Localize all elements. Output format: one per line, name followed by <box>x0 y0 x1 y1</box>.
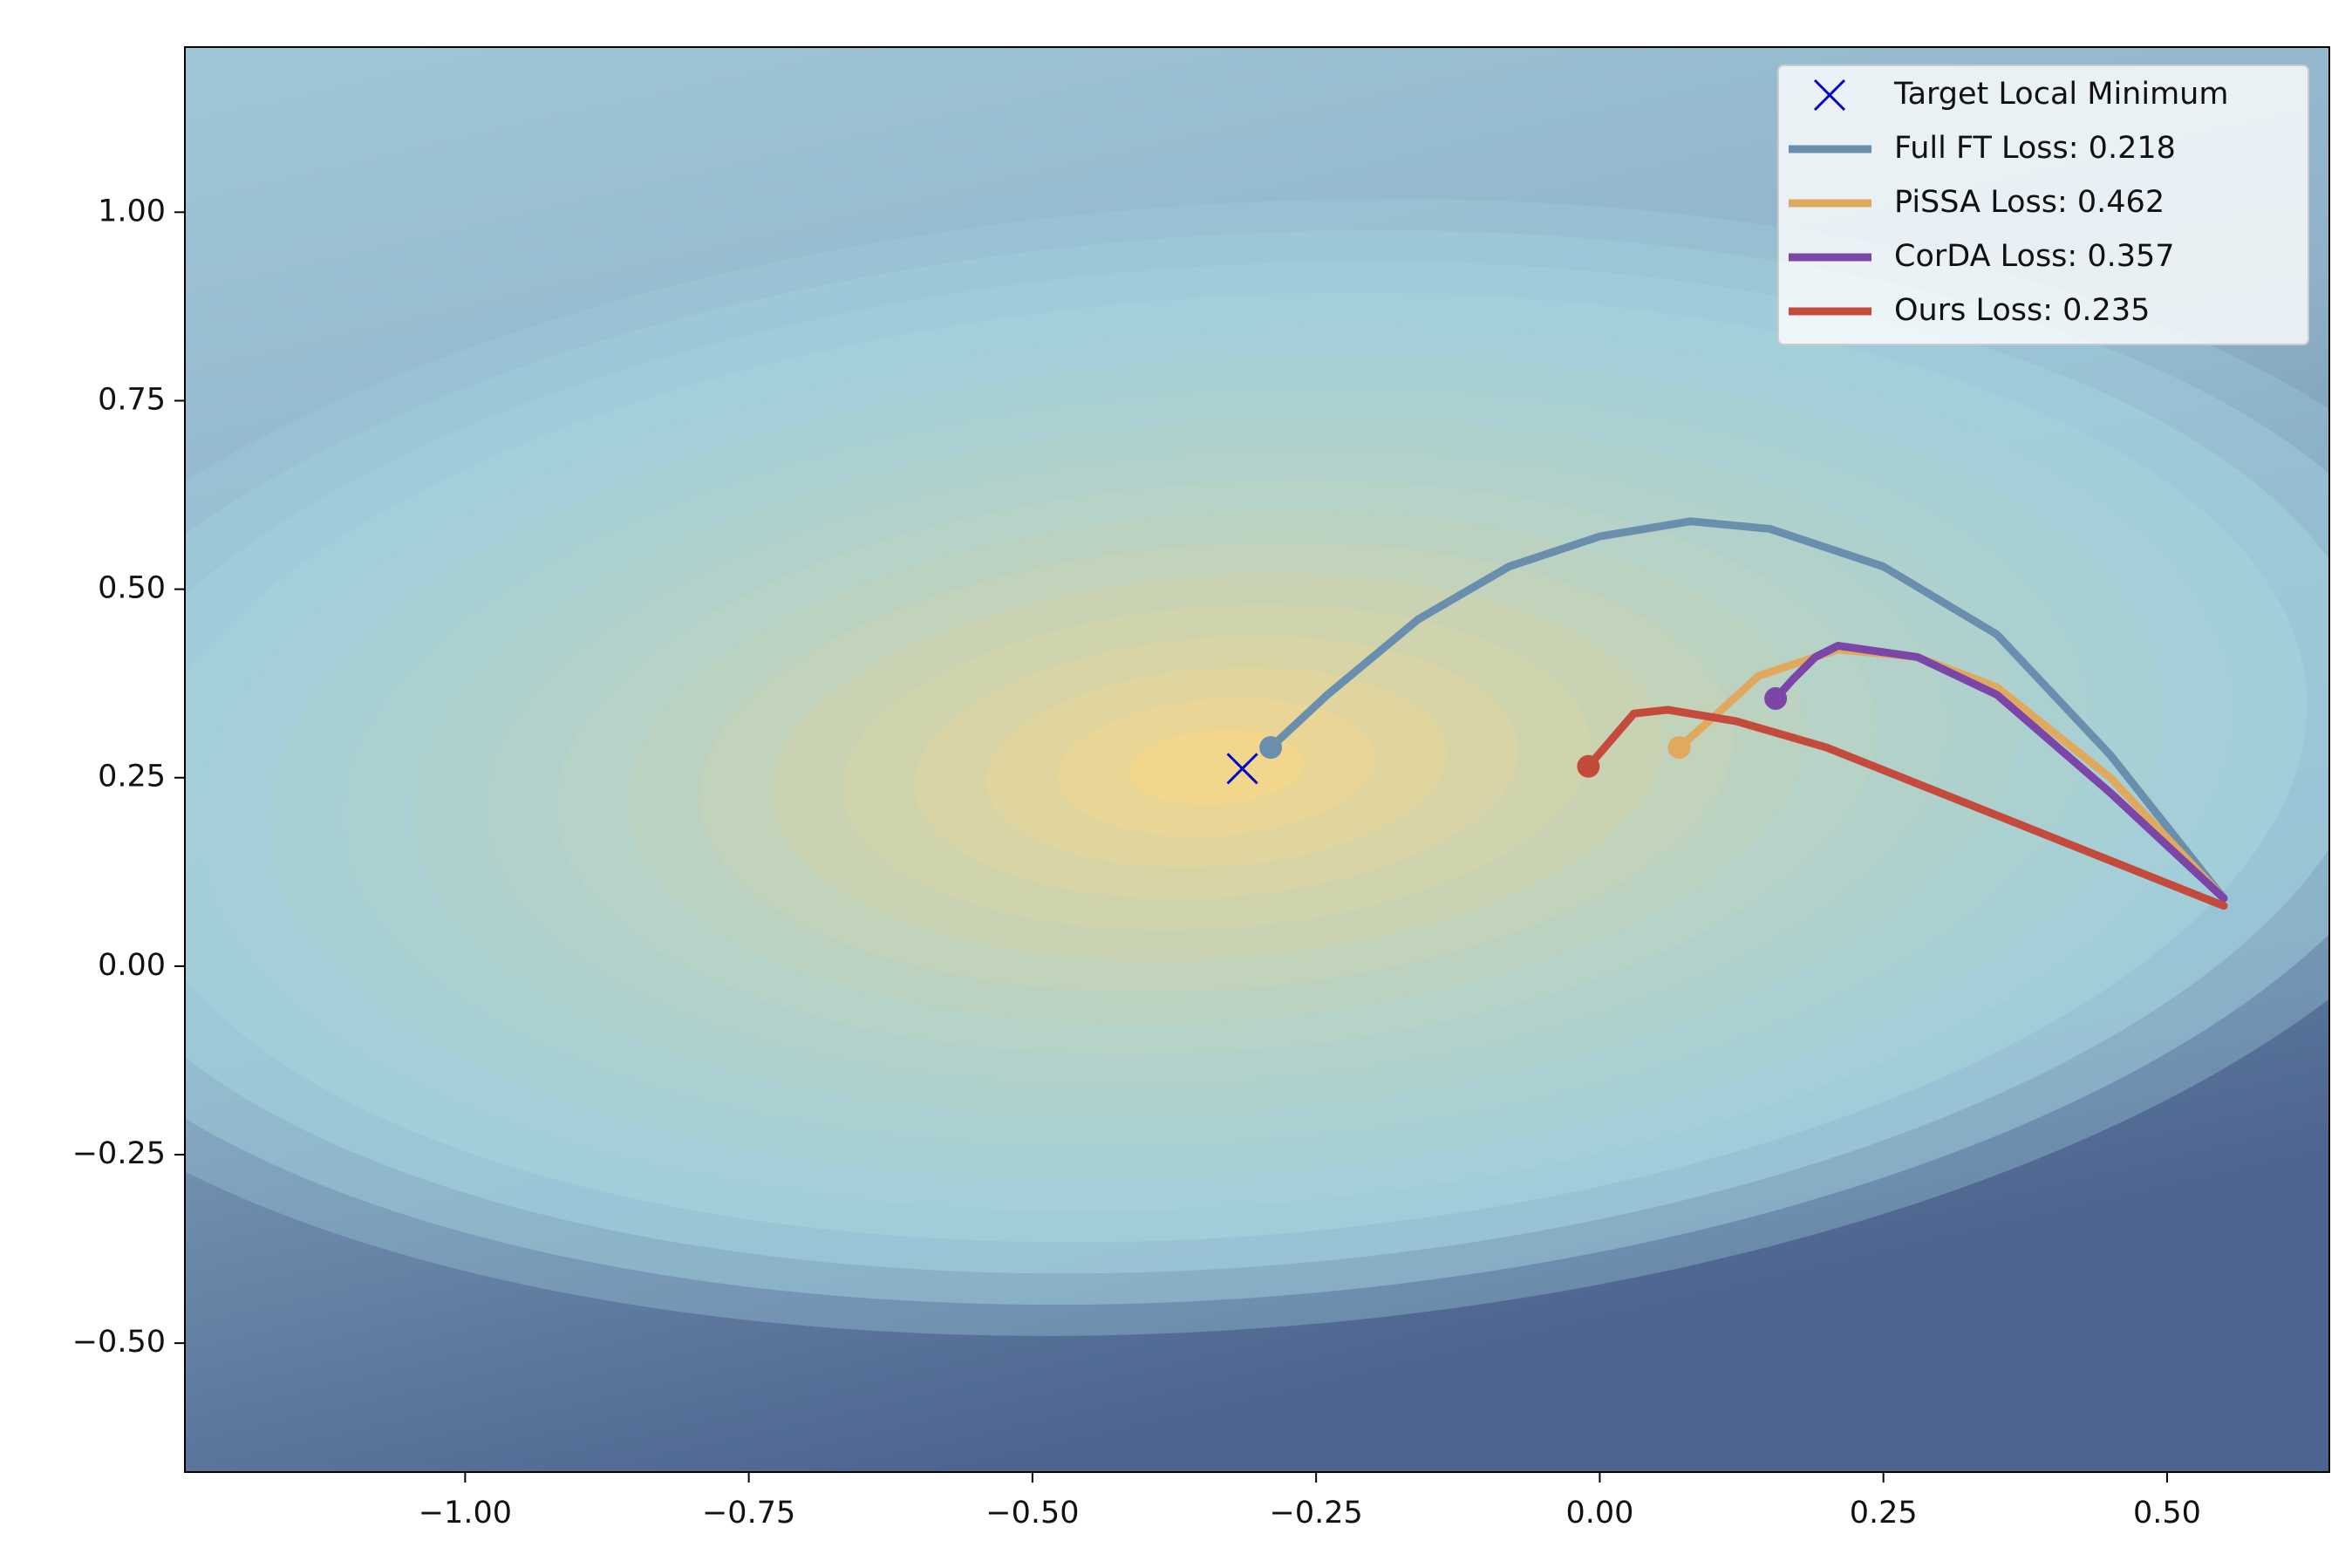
y-tick-label: 0.25 <box>98 760 166 794</box>
end-point <box>1667 736 1691 760</box>
y-tick-label: 0.00 <box>98 948 166 983</box>
x-tick-label: −0.25 <box>1270 1496 1363 1531</box>
plot-frame <box>184 46 2330 1473</box>
legend-label: Full FT Loss: 0.218 <box>1894 131 2176 166</box>
legend-label: Ours Loss: 0.235 <box>1894 293 2150 328</box>
x-tick-label: −0.75 <box>702 1496 795 1531</box>
end-point <box>1764 686 1788 710</box>
contours <box>185 199 2329 1336</box>
x-tick-label: 0.50 <box>2133 1496 2201 1531</box>
x-tick-label: −1.00 <box>419 1496 512 1531</box>
x-tick-label: 0.00 <box>1565 1496 1633 1531</box>
plot-layer: −1.00 −0.75 −0.50 −0.25 0.00 0.25 0.50 −0.50 −0.… <box>72 65 2309 1531</box>
trajectory <box>1771 641 2228 903</box>
y-tick-label: 0.50 <box>98 571 166 606</box>
legend-box <box>1777 65 2309 345</box>
y-tick-label: −0.50 <box>72 1325 166 1360</box>
legend-label: CorDA Loss: 0.357 <box>1894 239 2175 274</box>
target-marker <box>1226 753 1258 785</box>
legend-label: PiSSA Loss: 0.462 <box>1894 185 2165 220</box>
legend-target-icon <box>1813 78 1846 112</box>
end-point <box>1577 754 1600 778</box>
y-tick-label: −0.25 <box>72 1136 166 1171</box>
x-tick-label: 0.25 <box>1850 1496 1918 1531</box>
end-point <box>1259 736 1283 760</box>
legend-label: Target Local Minimum <box>1893 77 2228 112</box>
contour-background <box>185 47 2329 1472</box>
trajectory <box>1584 706 2228 910</box>
y-tick-label: 0.75 <box>98 382 166 417</box>
y-tick-label: 1.00 <box>98 194 166 228</box>
trajectory <box>1266 517 2228 903</box>
x-tick-label: −0.50 <box>985 1496 1079 1531</box>
